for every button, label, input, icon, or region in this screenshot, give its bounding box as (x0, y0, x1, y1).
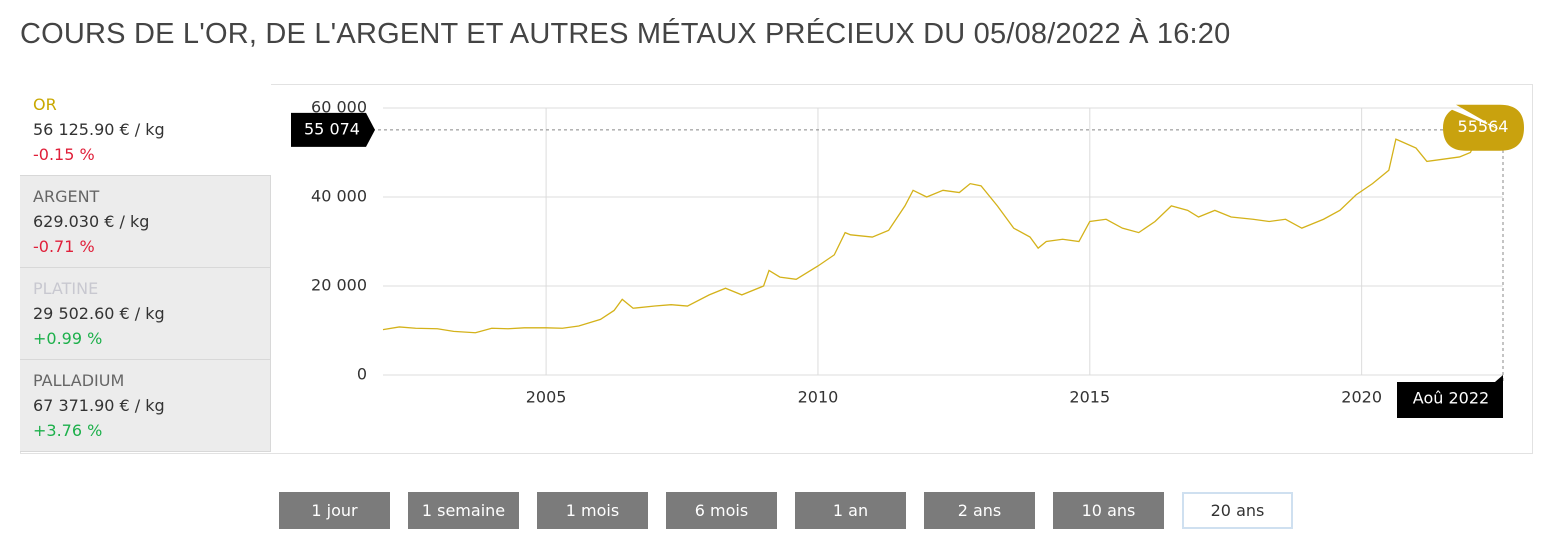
tooltip-bubble (1443, 104, 1524, 151)
y-tick-label: 0 (357, 365, 367, 384)
x-tick-label: 2020 (1341, 388, 1382, 407)
period-button[interactable]: 1 mois (537, 492, 648, 529)
period-button[interactable]: 10 ans (1053, 492, 1164, 529)
metal-change: -0.15 % (33, 145, 95, 164)
price-line (382, 118, 1504, 334)
period-button[interactable]: 20 ans (1182, 492, 1293, 529)
metal-price: 629.030 € / kg (33, 212, 150, 231)
period-button[interactable]: 1 semaine (408, 492, 519, 529)
metal-list: OR 56 125.90 € / kg -0.15 % ARGENT 629.030 €… (20, 84, 271, 452)
page-title: COURS DE L'OR, DE L'ARGENT ET AUTRES MÉT… (20, 18, 1231, 50)
period-button[interactable]: 1 jour (279, 492, 390, 529)
tooltip-label: 55564 (1458, 117, 1509, 136)
y-tick-label: 60 000 (311, 98, 367, 117)
metal-change: +3.76 % (33, 421, 103, 440)
metal-name: ARGENT (33, 187, 100, 206)
metal-price: 56 125.90 € / kg (33, 120, 165, 139)
x-tick-label: 2005 (526, 388, 567, 407)
metal-item[interactable]: PALLADIUM 67 371.90 € / kg +3.76 % (20, 360, 271, 452)
crosshair-x-label: Aoû 2022 (1413, 389, 1489, 408)
metal-change: +0.99 % (33, 329, 103, 348)
period-button[interactable]: 6 mois (666, 492, 777, 529)
metal-item[interactable]: OR 56 125.90 € / kg -0.15 % (20, 84, 271, 176)
x-tick-label: 2015 (1069, 388, 1110, 407)
crosshair-y-label: 55 074 (304, 119, 360, 138)
metal-name: PALLADIUM (33, 371, 125, 390)
metal-name: OR (33, 95, 57, 114)
x-tick-label: 2010 (798, 388, 839, 407)
period-button[interactable]: 1 an (795, 492, 906, 529)
metal-price: 29 502.60 € / kg (33, 304, 165, 323)
metal-item[interactable]: ARGENT 629.030 € / kg -0.71 % (20, 176, 271, 268)
y-tick-label: 20 000 (311, 276, 367, 295)
metal-price: 67 371.90 € / kg (33, 396, 165, 415)
y-tick-label: 40 000 (311, 187, 367, 206)
metal-name: PLATINE (33, 279, 99, 298)
crosshair-x-box (1397, 375, 1503, 418)
metal-item[interactable]: PLATINE 29 502.60 € / kg +0.99 % (20, 268, 271, 360)
crosshair-y-box (291, 112, 375, 147)
metal-change: -0.71 % (33, 237, 95, 256)
period-button[interactable]: 2 ans (924, 492, 1035, 529)
